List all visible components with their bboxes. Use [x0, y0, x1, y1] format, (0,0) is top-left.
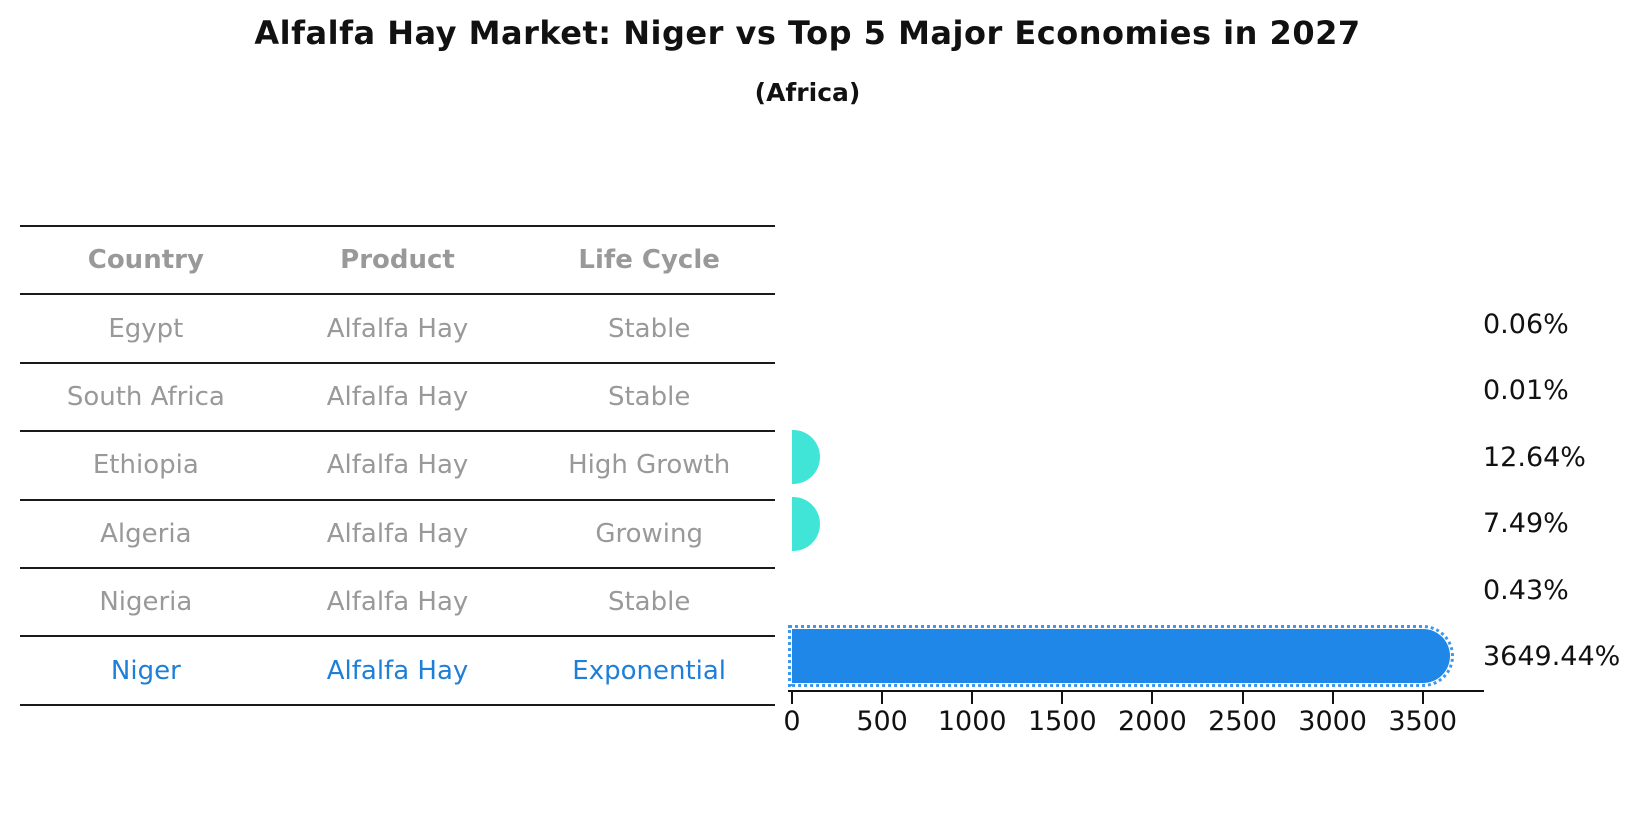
- x-axis-line: [788, 690, 1484, 692]
- x-axis-tick: [881, 691, 884, 704]
- x-tick-label: 3000: [1298, 706, 1367, 737]
- table-row-algeria: Algeria Alfalfa Hay Growing: [20, 501, 775, 569]
- value-label-nigeria: 0.43%: [1483, 574, 1569, 606]
- x-tick-label: 1000: [937, 706, 1007, 737]
- country-cell: South Africa: [66, 381, 225, 412]
- x-axis-tick: [1061, 691, 1064, 704]
- bar-track-niger: [788, 623, 1484, 689]
- bar-niger: [788, 625, 1454, 688]
- x-tick-label: 2000: [1118, 706, 1187, 737]
- country-cell: Niger: [110, 655, 181, 686]
- column-header-country: Country: [87, 245, 204, 276]
- chart-header: Alfalfa Hay Market: Niger vs Top 5 Major…: [0, 0, 1615, 107]
- x-tick-label: 2500: [1208, 706, 1277, 737]
- product-cell: Alfalfa Hay: [326, 587, 469, 618]
- life-cycle-cell: Exponential: [572, 655, 727, 686]
- bar-track-south-africa: [792, 358, 1484, 424]
- table-row-nigeria: Nigeria Alfalfa Hay Stable: [20, 569, 775, 638]
- bar-algeria: [792, 496, 820, 551]
- value-label-egypt: 0.06%: [1483, 309, 1569, 341]
- x-tick-label: 3500: [1388, 706, 1458, 737]
- product-cell: Alfalfa Hay: [326, 518, 469, 549]
- value-label-south-africa: 0.01%: [1483, 375, 1569, 407]
- table-row-egypt: Egypt Alfalfa Hay Stable: [20, 295, 775, 364]
- x-axis-tick: [1151, 691, 1154, 704]
- life-cycle-cell: Stable: [607, 381, 691, 412]
- column-header-life-cycle: Life Cycle: [578, 245, 720, 276]
- country-cell: Algeria: [100, 518, 192, 549]
- country-cell: Egypt: [108, 313, 184, 344]
- value-label-algeria: 7.49%: [1483, 508, 1569, 540]
- life-cycle-cell: High Growth: [568, 450, 731, 481]
- x-axis-tick: [971, 691, 974, 704]
- life-cycle-cell: Growing: [595, 518, 703, 549]
- x-axis-tick: [791, 691, 793, 704]
- bar-track-egypt: [792, 291, 1484, 357]
- column-header-product: Product: [340, 245, 455, 276]
- bar-ethiopia: [792, 430, 820, 485]
- x-tick-label: 1500: [1027, 706, 1097, 737]
- product-cell: Alfalfa Hay: [326, 313, 469, 344]
- page-title: Alfalfa Hay Market: Niger vs Top 5 Major…: [254, 14, 1361, 52]
- table-row-ethiopia: Ethiopia Alfalfa Hay High Growth: [20, 432, 775, 501]
- life-cycle-cell: Stable: [607, 587, 691, 618]
- life-cycle-cell: Stable: [607, 313, 691, 344]
- value-label-ethiopia: 12.64%: [1483, 441, 1586, 473]
- page-subtitle: (Africa): [754, 78, 861, 107]
- product-cell: Alfalfa Hay: [326, 655, 469, 686]
- value-label-niger: 3649.44%: [1483, 641, 1621, 673]
- product-cell: Alfalfa Hay: [326, 450, 469, 481]
- x-axis-tick: [1421, 691, 1424, 704]
- x-axis-tick: [1331, 691, 1334, 704]
- x-tick-label: 500: [856, 706, 908, 737]
- table-row-niger: Niger Alfalfa Hay Exponential: [20, 637, 775, 706]
- country-table: Country Product Life Cycle Egypt Alfalfa…: [20, 225, 775, 706]
- table-header-row: Country Product Life Cycle: [20, 227, 775, 296]
- bar-track-nigeria: [792, 557, 1484, 623]
- bar-track-algeria: [792, 491, 1484, 557]
- x-tick-label: 0: [783, 706, 801, 737]
- table-row-south-africa: South Africa Alfalfa Hay Stable: [20, 364, 775, 433]
- x-axis-tick: [1241, 691, 1244, 704]
- country-cell: Nigeria: [99, 587, 193, 618]
- country-cell: Ethiopia: [92, 450, 199, 481]
- product-cell: Alfalfa Hay: [326, 381, 469, 412]
- bar-track-ethiopia: [792, 424, 1484, 490]
